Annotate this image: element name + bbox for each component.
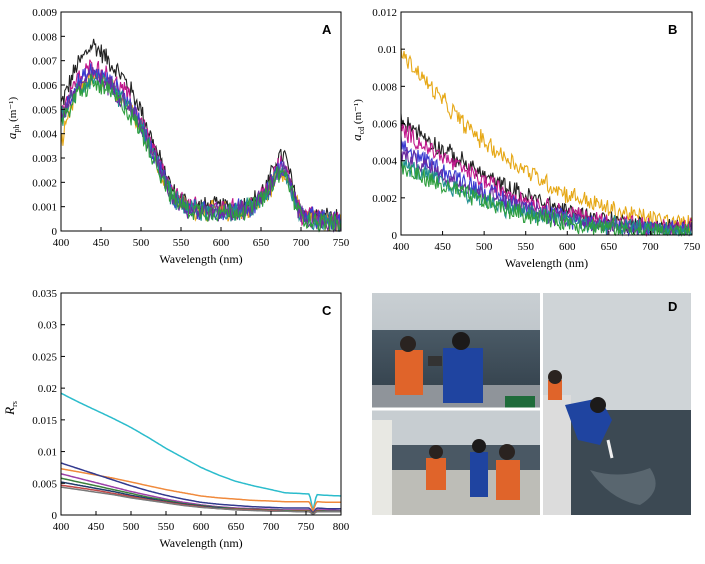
chart-a-y-tick-label: 0.002 [32, 177, 57, 189]
chart-panel-c: 400 450 500 550 600 650 700 750 800 0 0.005 0.01 0.0… [2, 288, 350, 550]
chart-a-x-tick-label: 600 [213, 237, 230, 249]
chart-c-x-tick-label: 650 [228, 521, 245, 533]
chart-b-x-tick-label: 450 [434, 241, 451, 253]
chart-b-x-tick-label: 500 [476, 241, 493, 253]
chart-a-x-tick-label: 550 [173, 237, 190, 249]
chart-a-plot-frame [60, 11, 342, 232]
chart-a-y-tick-label: 0.007 [32, 56, 57, 68]
chart-a-y-tick-label: 0.005 [32, 104, 57, 116]
chart-c-y-tick-label: 0.025 [32, 351, 57, 363]
chart-b-y-tick-label: 0.002 [372, 193, 397, 205]
chart-b-y-tick-label: 0.006 [372, 119, 397, 131]
chart-a-y-tick-label: 0.009 [32, 7, 57, 19]
chart-b-series-line-7 [400, 161, 692, 237]
chart-c-x-tick-label: 550 [158, 521, 175, 533]
chart-a-y-tick-label: 0.001 [32, 202, 57, 214]
chart-a-series-line-7 [60, 74, 341, 233]
chart-c-y-tick-label: 0 [52, 510, 58, 522]
chart-a-series-line-1 [60, 38, 341, 227]
chart-b-y-tick-label: 0.008 [372, 81, 397, 93]
chart-b-panel-label: B [668, 22, 677, 37]
chart-c-series-line-1 [60, 392, 342, 511]
photo-survey-team-tablet [372, 293, 540, 408]
chart-a-y-axis-label: aph (m⁻¹) [4, 97, 21, 140]
chart-b-y-tick-label: 0.012 [372, 7, 397, 19]
chart-c-x-tick-label: 500 [123, 521, 140, 533]
chart-c-y-tick-label: 0.005 [32, 478, 57, 490]
chart-b-y-tick-label: 0.004 [372, 156, 397, 168]
chart-c-plot-frame [60, 292, 342, 516]
chart-c-y-tick-label: 0.01 [38, 447, 57, 459]
chart-b-x-tick-label: 650 [601, 241, 618, 253]
chart-a-x-tick-label: 450 [93, 237, 110, 249]
chart-a-y-tick-label: 0.006 [32, 80, 57, 92]
chart-c-y-tick-label: 0.02 [38, 383, 57, 395]
chart-c-y-axis-label: Rrs [2, 401, 19, 416]
chart-b-x-tick-label: 550 [517, 241, 534, 253]
chart-a-x-tick-label: 750 [333, 237, 350, 249]
chart-b-y-axis-label: acd (m⁻¹) [349, 99, 366, 141]
chart-c-y-tick-label: 0.035 [32, 288, 57, 300]
chart-c-series-line-8 [60, 486, 341, 516]
chart-a-y-tick-label: 0.003 [32, 153, 57, 165]
chart-c-y-tick-label: 0.03 [38, 320, 58, 332]
chart-b-x-tick-label: 600 [559, 241, 576, 253]
chart-a-y-tick-label: 0 [52, 226, 58, 238]
chart-a-x-tick-label: 700 [293, 237, 310, 249]
panel-label-d: D [668, 299, 677, 314]
chart-c-x-tick-label: 400 [53, 521, 70, 533]
chart-a-y-tick-label: 0.004 [32, 129, 57, 141]
chart-a-x-tick-label: 650 [253, 237, 270, 249]
chart-b-series-line-1 [400, 47, 692, 235]
chart-b-x-tick-label: 700 [642, 241, 659, 253]
chart-c-series-line-2 [60, 467, 341, 514]
chart-panel-b: 400 450 500 550 600 650 700 750 0 0.002 0.004 0.006… [349, 7, 701, 270]
photo-deck-crew [372, 410, 540, 515]
chart-b-x-tick-label: 400 [393, 241, 410, 253]
chart-a-y-tick-label: 0.008 [32, 31, 57, 43]
chart-c-panel-label: C [322, 303, 332, 318]
chart-c-x-tick-label: 750 [298, 521, 315, 533]
chart-c-series-line-3 [60, 462, 341, 515]
chart-b-y-tick-label: 0.01 [378, 44, 397, 56]
chart-b-x-axis-label: Wavelength (nm) [505, 256, 588, 270]
photo-panel-d: D [372, 293, 691, 515]
chart-a-x-tick-label: 500 [133, 237, 150, 249]
chart-panel-a: 400 450 500 550 600 650 700 750 0 0.001 0.002 0.003… [4, 7, 350, 266]
photo-water-sampling [543, 293, 691, 515]
chart-c-x-tick-label: 800 [333, 521, 350, 533]
chart-c-y-tick-label: 0.015 [32, 415, 57, 427]
chart-a-x-tick-label: 400 [53, 237, 70, 249]
chart-a-panel-label: A [322, 22, 332, 37]
chart-c-x-tick-label: 700 [263, 521, 280, 533]
chart-c-x-axis-label: Wavelength (nm) [159, 536, 242, 550]
chart-c-x-tick-label: 450 [88, 521, 105, 533]
chart-b-y-tick-label: 0 [392, 230, 398, 242]
chart-a-x-axis-label: Wavelength (nm) [159, 252, 242, 266]
chart-b-x-tick-label: 750 [684, 241, 701, 253]
chart-c-x-tick-label: 600 [193, 521, 210, 533]
